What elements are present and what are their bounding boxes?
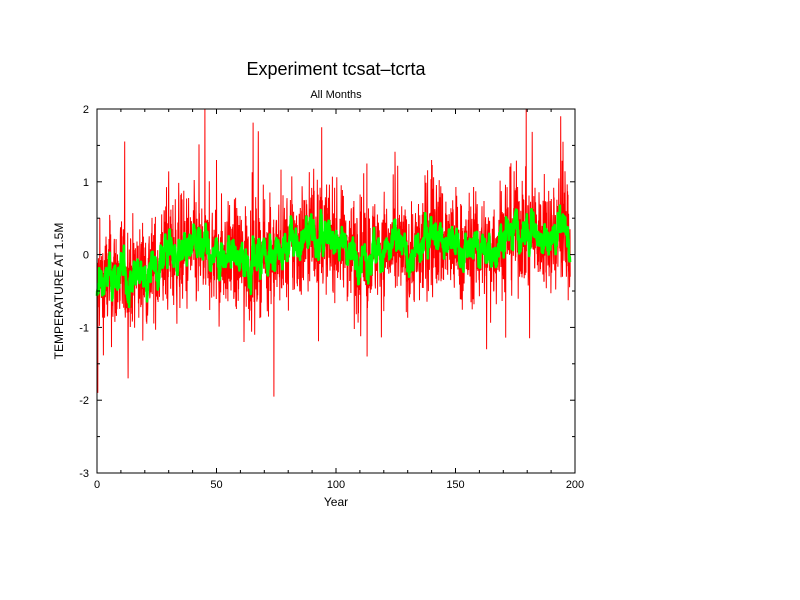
plot-series	[95, 108, 572, 397]
x-tick-label: 150	[446, 479, 464, 491]
x-axis-label: Year	[324, 495, 348, 509]
series-monthly-line	[96, 108, 571, 397]
y-tick-label: -1	[79, 322, 89, 334]
y-axis-label: TEMPERATURE AT 1.5M	[52, 223, 66, 360]
y-tick-label: -3	[79, 468, 89, 480]
axes: 0 50 100 150 200 -3 -2 -1 0 1 2	[79, 104, 584, 491]
y-tick-label: 2	[83, 104, 89, 116]
y-tick-label: 1	[83, 177, 89, 189]
y-tick-label: 0	[83, 250, 89, 262]
chart-title: Experiment tcsat–tcrta	[246, 59, 426, 79]
x-tick-label: 0	[94, 479, 100, 491]
chart-subtitle: All Months	[310, 89, 362, 101]
x-tick-label: 50	[210, 479, 222, 491]
plot-frame	[96, 108, 576, 474]
y-tick-label: -2	[79, 395, 89, 407]
series-smoothed-line	[95, 204, 572, 309]
x-tick-label: 100	[327, 479, 345, 491]
x-tick-label: 200	[566, 479, 584, 491]
